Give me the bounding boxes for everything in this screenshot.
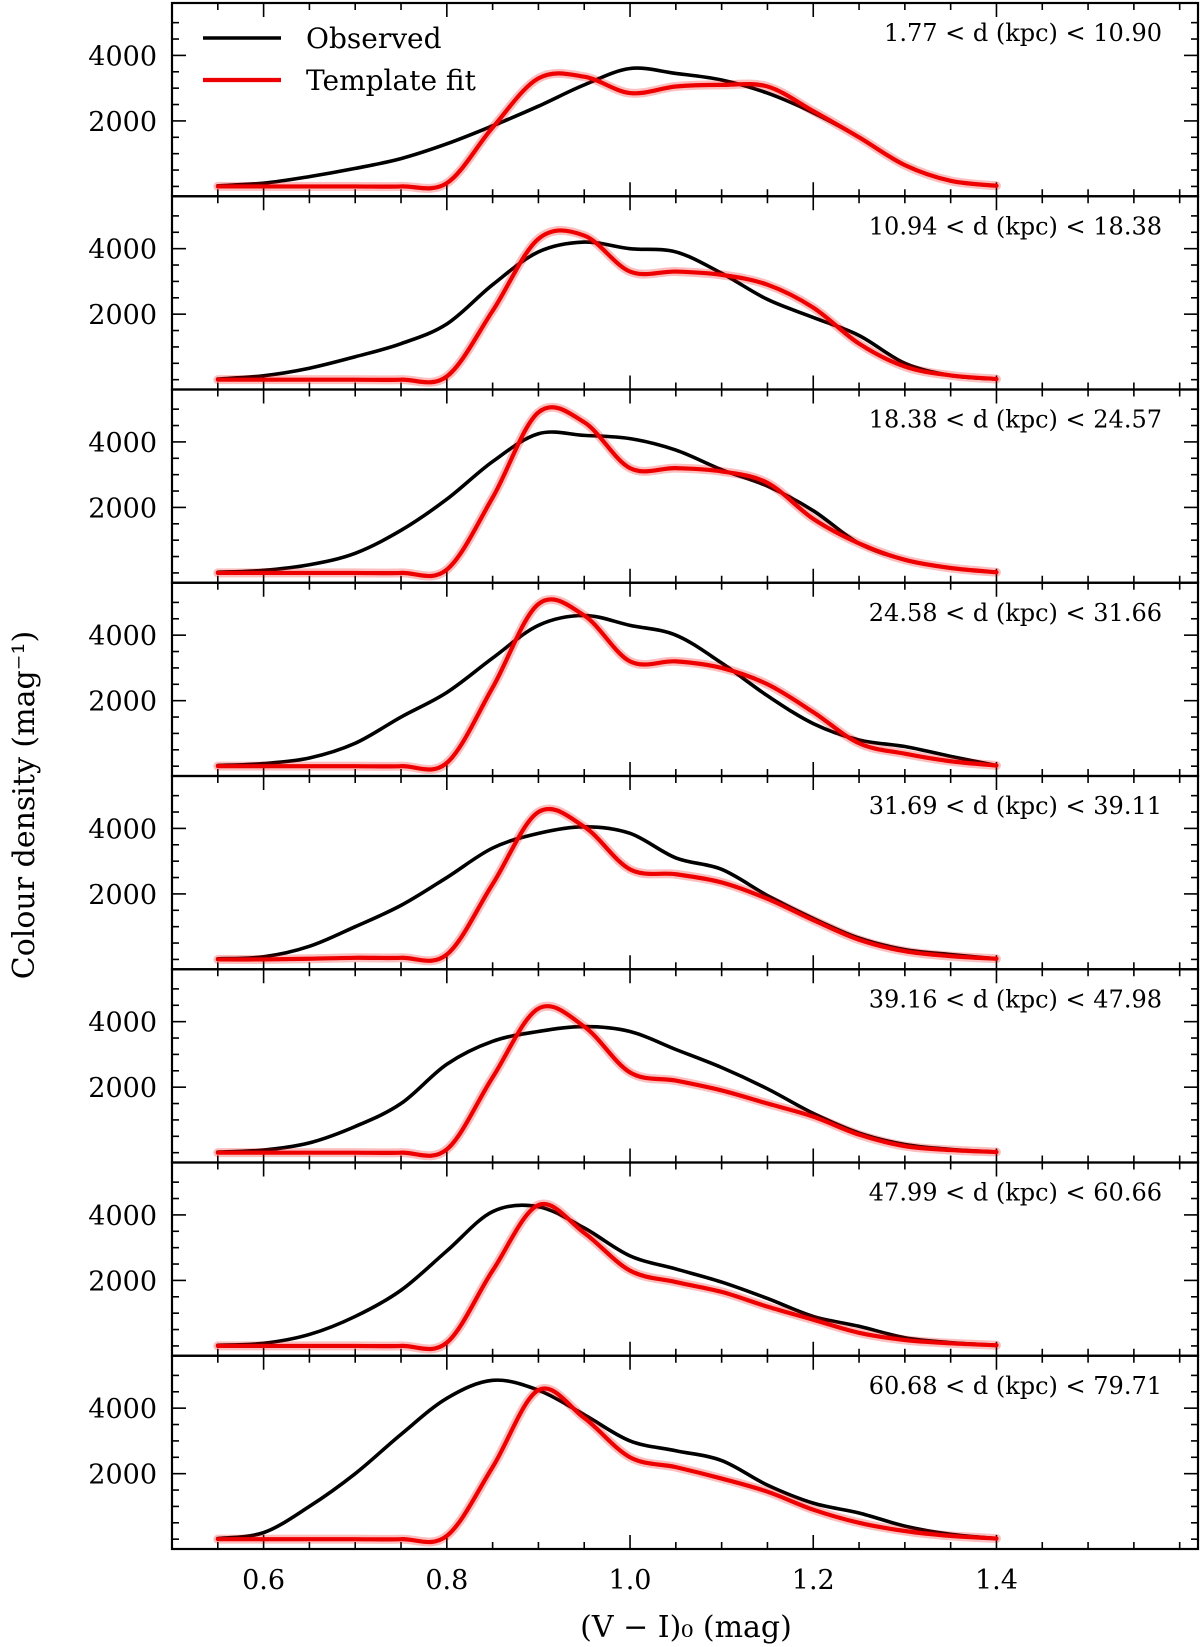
y-tick-label: 2000: [88, 1460, 157, 1491]
panel-7: 2000 4000 47.99 < d (kpc) < 60.66: [88, 1161, 1200, 1357]
y-tick-label: 4000: [88, 1394, 157, 1425]
panel-label: 47.99 < d (kpc) < 60.66: [869, 1179, 1162, 1207]
x-tick-label: 0.8: [425, 1565, 468, 1596]
x-tick-label: 0.6: [242, 1565, 285, 1596]
panel-label: 18.38 < d (kpc) < 24.57: [869, 406, 1162, 434]
template-fit-line: [215, 1004, 999, 1158]
panel-5: 2000 4000 31.69 < d (kpc) < 39.11: [88, 774, 1200, 971]
y-tick-label: 4000: [88, 1008, 157, 1039]
panel-4: 2000 4000 24.58 < d (kpc) < 31.66: [88, 581, 1200, 778]
y-tick-label: 2000: [88, 300, 157, 331]
panel-6: 2000 4000 39.16 < d (kpc) < 47.98: [88, 968, 1200, 1164]
x-tick-label: 1.4: [975, 1565, 1018, 1596]
template-fit-line: [215, 806, 999, 963]
panel-label: 24.58 < d (kpc) < 31.66: [869, 599, 1162, 627]
observed-line: [216, 613, 999, 768]
y-tick-label: 4000: [88, 1201, 157, 1232]
y-axis-title: Colour density (mag⁻¹): [7, 631, 42, 980]
y-tick-label: 4000: [88, 621, 157, 652]
y-tick-label: 2000: [88, 107, 157, 138]
template-fit-line: [215, 228, 999, 385]
panel-label: 60.68 < d (kpc) < 79.71: [869, 1372, 1162, 1400]
observed-line: [216, 1203, 999, 1348]
template-fit-line: [215, 1201, 999, 1352]
y-tick-label: 4000: [88, 235, 157, 266]
panel-2: 2000 4000 10.94 < d (kpc) < 18.38: [88, 195, 1200, 391]
panels: 2000 4000 1.77 < d (kpc) < 10.90 2000 4000 10…: [88, 1, 1200, 1596]
x-axis-title: (V − I)₀ (mag): [580, 1610, 792, 1645]
x-tick-label: 1.2: [792, 1565, 835, 1596]
panel-1: 2000 4000 1.77 < d (kpc) < 10.90: [88, 1, 1200, 198]
y-tick-label: 2000: [88, 687, 157, 718]
template-fit-line: [215, 405, 999, 579]
y-tick-label: 2000: [88, 493, 157, 524]
template-fit-line: [215, 597, 999, 772]
legend-label-observed: Observed: [306, 22, 442, 55]
panel-label: 10.94 < d (kpc) < 18.38: [869, 212, 1162, 240]
panel-3: 2000 4000 18.38 < d (kpc) < 24.57: [88, 388, 1200, 584]
y-tick-label: 2000: [88, 1266, 157, 1297]
y-tick-label: 2000: [88, 1073, 157, 1104]
panel-8: 2000 4000 60.68 < d (kpc) < 79.71 0.6 0.8 1.0…: [88, 1354, 1200, 1596]
y-tick-label: 4000: [88, 428, 157, 459]
x-tick-label: 1.0: [609, 1565, 652, 1596]
panel-frame: [170, 1354, 1200, 1551]
template-fit-line: [215, 1386, 999, 1545]
y-tick-label: 4000: [88, 814, 157, 845]
y-tick-label: 2000: [88, 880, 157, 911]
legend: Observed Template fit: [203, 22, 477, 97]
panel-label: 1.77 < d (kpc) < 10.90: [884, 19, 1162, 47]
panel-label: 39.16 < d (kpc) < 47.98: [869, 985, 1162, 1013]
y-tick-label: 4000: [88, 41, 157, 72]
observed-line: [216, 1378, 999, 1541]
template-fit-line: [215, 71, 999, 191]
legend-label-template: Template fit: [306, 64, 477, 97]
observed-line: [216, 240, 999, 381]
panel-label: 31.69 < d (kpc) < 39.11: [869, 792, 1162, 820]
